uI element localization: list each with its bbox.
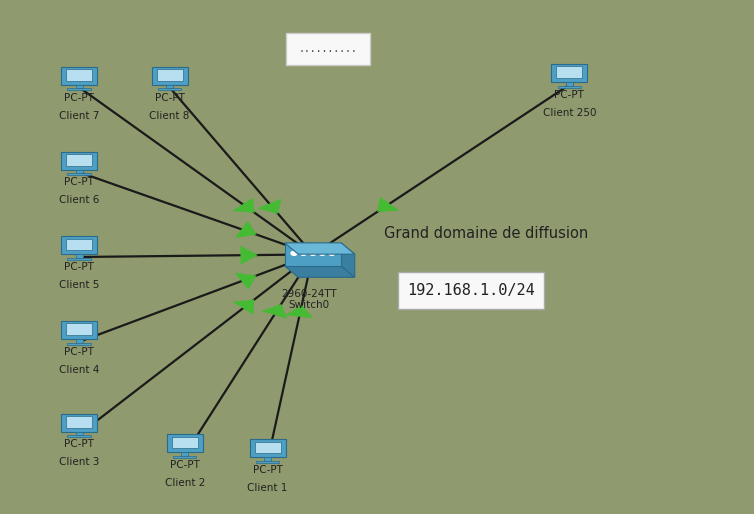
Text: Client 5: Client 5 [59, 280, 100, 290]
Circle shape [300, 251, 306, 255]
FancyBboxPatch shape [256, 461, 280, 463]
Text: Client 7: Client 7 [59, 111, 100, 120]
FancyBboxPatch shape [67, 342, 91, 345]
Text: PC-PT: PC-PT [64, 439, 94, 449]
Text: PC-PT: PC-PT [64, 93, 94, 102]
Text: Client 1: Client 1 [247, 483, 288, 493]
Text: PC-PT: PC-PT [253, 465, 283, 475]
Text: Client 2: Client 2 [164, 478, 205, 488]
FancyBboxPatch shape [173, 455, 197, 458]
Polygon shape [262, 304, 287, 318]
Text: PC-PT: PC-PT [64, 262, 94, 272]
FancyBboxPatch shape [250, 439, 286, 457]
FancyBboxPatch shape [181, 452, 188, 455]
FancyBboxPatch shape [152, 67, 188, 85]
FancyBboxPatch shape [172, 436, 198, 448]
FancyBboxPatch shape [264, 457, 271, 461]
FancyBboxPatch shape [557, 85, 581, 88]
Text: ..........: .......... [299, 44, 357, 54]
Text: Grand domaine de diffusion: Grand domaine de diffusion [385, 226, 588, 242]
Circle shape [319, 251, 326, 255]
FancyBboxPatch shape [167, 434, 203, 452]
Polygon shape [241, 246, 257, 265]
FancyBboxPatch shape [67, 258, 91, 260]
Text: 2960-24TT: 2960-24TT [281, 289, 337, 299]
FancyBboxPatch shape [67, 435, 91, 437]
FancyBboxPatch shape [75, 85, 83, 88]
Polygon shape [341, 243, 354, 278]
Text: PC-PT: PC-PT [155, 93, 185, 102]
FancyBboxPatch shape [284, 243, 341, 266]
Text: Client 6: Client 6 [59, 195, 100, 205]
Text: Switch0: Switch0 [289, 300, 329, 309]
FancyBboxPatch shape [157, 69, 182, 81]
FancyBboxPatch shape [75, 170, 83, 173]
FancyBboxPatch shape [166, 85, 173, 88]
Polygon shape [258, 199, 281, 213]
FancyBboxPatch shape [66, 238, 92, 250]
Text: Client 250: Client 250 [543, 108, 596, 118]
FancyBboxPatch shape [67, 88, 91, 90]
FancyBboxPatch shape [66, 416, 92, 428]
FancyBboxPatch shape [287, 33, 369, 64]
FancyBboxPatch shape [551, 64, 587, 82]
FancyBboxPatch shape [67, 173, 91, 175]
FancyBboxPatch shape [61, 152, 97, 170]
Circle shape [329, 251, 335, 255]
Polygon shape [235, 273, 256, 289]
Polygon shape [233, 300, 254, 315]
Polygon shape [286, 305, 313, 318]
Text: PC-PT: PC-PT [64, 347, 94, 357]
FancyBboxPatch shape [398, 271, 544, 309]
Polygon shape [378, 197, 399, 212]
Text: Client 4: Client 4 [59, 365, 100, 375]
FancyBboxPatch shape [66, 323, 92, 335]
Polygon shape [235, 221, 256, 237]
FancyBboxPatch shape [75, 339, 83, 342]
FancyBboxPatch shape [255, 442, 280, 453]
Text: PC-PT: PC-PT [64, 177, 94, 187]
FancyBboxPatch shape [556, 66, 582, 78]
FancyBboxPatch shape [61, 414, 97, 432]
FancyBboxPatch shape [158, 88, 182, 90]
Text: 192.168.1.0/24: 192.168.1.0/24 [407, 283, 535, 298]
FancyBboxPatch shape [75, 254, 83, 258]
Polygon shape [284, 243, 354, 254]
Polygon shape [233, 198, 254, 213]
Text: PC-PT: PC-PT [554, 90, 584, 100]
Circle shape [291, 251, 297, 255]
Text: Client 8: Client 8 [149, 111, 190, 120]
Text: Client 3: Client 3 [59, 457, 100, 467]
FancyBboxPatch shape [61, 236, 97, 254]
FancyBboxPatch shape [61, 67, 97, 85]
Text: PC-PT: PC-PT [170, 460, 200, 470]
FancyBboxPatch shape [75, 432, 83, 435]
FancyBboxPatch shape [566, 82, 573, 85]
FancyBboxPatch shape [61, 321, 97, 339]
Circle shape [310, 251, 316, 255]
Polygon shape [284, 266, 354, 278]
FancyBboxPatch shape [66, 69, 92, 81]
FancyBboxPatch shape [66, 154, 92, 166]
